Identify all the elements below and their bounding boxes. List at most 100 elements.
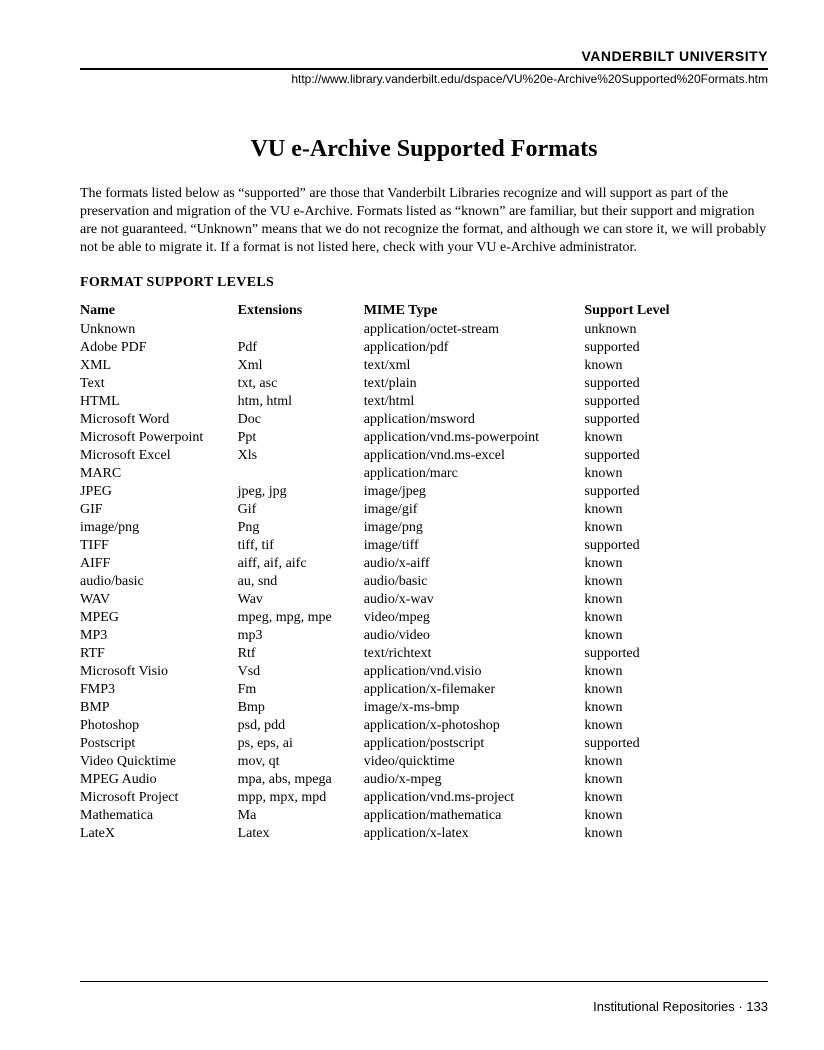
table-row: MPEGmpeg, mpg, mpevideo/mpegknown <box>80 609 700 627</box>
table-cell <box>238 465 364 483</box>
table-cell: Png <box>238 519 364 537</box>
table-cell: aiff, aif, aifc <box>238 555 364 573</box>
table-cell: known <box>584 357 700 375</box>
table-row: JPEGjpeg, jpgimage/jpegsupported <box>80 483 700 501</box>
table-cell: Vsd <box>238 663 364 681</box>
col-header-support: Support Level <box>584 301 700 321</box>
table-row: Postscriptps, eps, aiapplication/postscr… <box>80 735 700 753</box>
table-row: HTMLhtm, htmltext/htmlsupported <box>80 393 700 411</box>
table-cell: video/mpeg <box>364 609 585 627</box>
table-cell: application/vnd.ms-powerpoint <box>364 429 585 447</box>
table-row: GIFGifimage/gifknown <box>80 501 700 519</box>
table-cell: known <box>584 681 700 699</box>
table-cell: AIFF <box>80 555 238 573</box>
table-cell: application/postscript <box>364 735 585 753</box>
section-heading: FORMAT SUPPORT LEVELS <box>80 275 768 291</box>
table-row: MPEG Audiompa, abs, mpegaaudio/x-mpegkno… <box>80 771 700 789</box>
footer-text: Institutional Repositories · 133 <box>593 999 768 1014</box>
table-cell: JPEG <box>80 483 238 501</box>
table-cell: Ma <box>238 807 364 825</box>
table-body: Unknownapplication/octet-streamunknownAd… <box>80 321 700 843</box>
table-row: audio/basicau, sndaudio/basicknown <box>80 573 700 591</box>
table-cell: audio/x-wav <box>364 591 585 609</box>
table-cell: Xml <box>238 357 364 375</box>
table-cell: known <box>584 789 700 807</box>
table-cell: Doc <box>238 411 364 429</box>
table-row: Photoshoppsd, pddapplication/x-photoshop… <box>80 717 700 735</box>
header-org: VANDERBILT UNIVERSITY <box>80 48 768 64</box>
table-cell: application/marc <box>364 465 585 483</box>
table-row: Microsoft PowerpointPptapplication/vnd.m… <box>80 429 700 447</box>
table-cell: application/x-latex <box>364 825 585 843</box>
table-cell <box>238 321 364 339</box>
table-cell: image/gif <box>364 501 585 519</box>
table-cell: ps, eps, ai <box>238 735 364 753</box>
table-cell: MARC <box>80 465 238 483</box>
table-cell: known <box>584 573 700 591</box>
table-cell: psd, pdd <box>238 717 364 735</box>
table-cell: Bmp <box>238 699 364 717</box>
col-header-mime: MIME Type <box>364 301 585 321</box>
table-row: Video Quicktimemov, qtvideo/quicktimekno… <box>80 753 700 771</box>
table-cell: Text <box>80 375 238 393</box>
table-cell: image/tiff <box>364 537 585 555</box>
table-cell: known <box>584 699 700 717</box>
header-url: http://www.library.vanderbilt.edu/dspace… <box>80 72 768 86</box>
footer-rule <box>80 981 768 982</box>
table-cell: supported <box>584 339 700 357</box>
table-cell: unknown <box>584 321 700 339</box>
table-cell: supported <box>584 447 700 465</box>
table-cell: supported <box>584 375 700 393</box>
table-cell: known <box>584 825 700 843</box>
table-row: Texttxt, asctext/plainsupported <box>80 375 700 393</box>
table-cell: jpeg, jpg <box>238 483 364 501</box>
table-cell: known <box>584 429 700 447</box>
table-cell: text/plain <box>364 375 585 393</box>
table-cell: htm, html <box>238 393 364 411</box>
table-cell: mpa, abs, mpega <box>238 771 364 789</box>
table-cell: supported <box>584 483 700 501</box>
table-cell: mov, qt <box>238 753 364 771</box>
table-cell: known <box>584 465 700 483</box>
table-cell: Rtf <box>238 645 364 663</box>
table-cell: image/x-ms-bmp <box>364 699 585 717</box>
table-cell: Microsoft Project <box>80 789 238 807</box>
table-cell: Pdf <box>238 339 364 357</box>
table-cell: mp3 <box>238 627 364 645</box>
table-row: Adobe PDFPdfapplication/pdfsupported <box>80 339 700 357</box>
table-cell: application/x-photoshop <box>364 717 585 735</box>
formats-table: Name Extensions MIME Type Support Level … <box>80 301 700 843</box>
table-cell: TIFF <box>80 537 238 555</box>
table-cell: txt, asc <box>238 375 364 393</box>
table-cell: known <box>584 555 700 573</box>
table-cell: Gif <box>238 501 364 519</box>
intro-paragraph: The formats listed below as “supported” … <box>80 185 768 257</box>
table-cell: LateX <box>80 825 238 843</box>
table-cell: Microsoft Word <box>80 411 238 429</box>
table-cell: Unknown <box>80 321 238 339</box>
table-cell: known <box>584 519 700 537</box>
page-title: VU e-Archive Supported Formats <box>80 136 768 163</box>
col-header-extensions: Extensions <box>238 301 364 321</box>
table-cell: known <box>584 717 700 735</box>
table-cell: supported <box>584 411 700 429</box>
table-cell: text/html <box>364 393 585 411</box>
table-header-row: Name Extensions MIME Type Support Level <box>80 301 700 321</box>
table-cell: application/msword <box>364 411 585 429</box>
table-row: Microsoft WordDocapplication/mswordsuppo… <box>80 411 700 429</box>
table-cell: Photoshop <box>80 717 238 735</box>
table-cell: au, snd <box>238 573 364 591</box>
table-cell: Video Quicktime <box>80 753 238 771</box>
table-cell: Postscript <box>80 735 238 753</box>
table-cell: WAV <box>80 591 238 609</box>
table-row: AIFFaiff, aif, aifcaudio/x-aiffknown <box>80 555 700 573</box>
table-cell: MPEG Audio <box>80 771 238 789</box>
table-row: MARC application/marcknown <box>80 465 700 483</box>
table-row: Microsoft ExcelXlsapplication/vnd.ms-exc… <box>80 447 700 465</box>
table-cell: Microsoft Powerpoint <box>80 429 238 447</box>
table-cell: GIF <box>80 501 238 519</box>
table-cell: known <box>584 609 700 627</box>
table-cell: application/vnd.ms-project <box>364 789 585 807</box>
table-cell: MP3 <box>80 627 238 645</box>
table-cell: Fm <box>238 681 364 699</box>
